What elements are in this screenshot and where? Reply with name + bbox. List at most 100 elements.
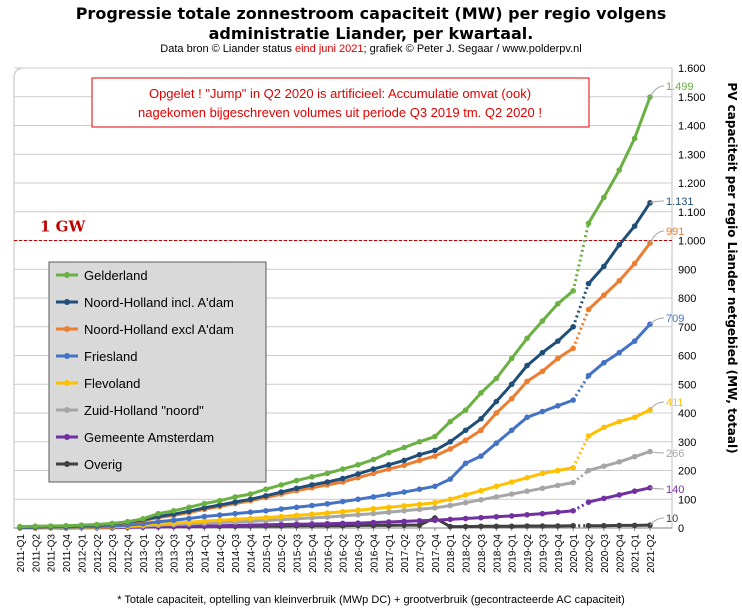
x-tick-label: 2014-Q2 — [216, 534, 227, 573]
data-point — [601, 359, 607, 366]
data-point — [416, 506, 423, 513]
data-point — [94, 521, 100, 528]
data-point — [263, 493, 269, 499]
series-end-label: 1.499 — [666, 81, 694, 93]
data-point — [140, 516, 146, 522]
y-tick-label: 100 — [678, 494, 696, 506]
x-tick-label: 2014-Q1 — [200, 534, 211, 573]
subtitle-date: eind juni 2021 — [294, 43, 364, 55]
annotation-box — [91, 77, 590, 128]
x-tick-label: 2012-Q2 — [93, 534, 104, 573]
data-point — [462, 437, 469, 444]
legend-swatch-marker — [64, 326, 70, 332]
data-point — [370, 510, 377, 517]
data-point — [339, 520, 346, 527]
data-point — [170, 517, 177, 524]
x-tick-label: 2017-Q3 — [416, 534, 427, 573]
series-end-label: 10 — [666, 513, 678, 525]
data-point — [401, 457, 407, 464]
x-tick-label: 2014-Q4 — [246, 534, 257, 573]
data-point — [539, 510, 546, 517]
legend-entry: Overig — [84, 457, 122, 472]
data-point — [570, 522, 576, 529]
legend-box — [48, 261, 267, 483]
data-point — [201, 513, 208, 520]
data-point — [601, 194, 607, 201]
data-point — [201, 518, 208, 524]
data-point — [462, 499, 469, 506]
data-point — [232, 516, 238, 523]
data-point — [524, 523, 530, 529]
data-point — [309, 474, 315, 480]
data-point — [385, 519, 392, 525]
y-tick-label: 500 — [678, 379, 696, 391]
data-point — [355, 520, 361, 526]
data-point — [278, 482, 285, 488]
data-point — [186, 504, 192, 511]
legend-swatch-marker — [64, 380, 70, 386]
data-point — [247, 509, 254, 515]
data-point — [524, 488, 530, 495]
data-point — [585, 522, 592, 529]
series-end-label: 1.131 — [666, 196, 694, 208]
data-point — [201, 505, 208, 511]
data-point — [216, 497, 223, 504]
data-point — [447, 496, 454, 503]
data-point — [508, 523, 515, 530]
data-point — [570, 288, 576, 294]
data-point — [309, 482, 315, 488]
x-tick-label: 2018-Q2 — [462, 534, 473, 573]
data-point — [585, 467, 592, 474]
data-point — [616, 277, 623, 284]
data-point — [370, 505, 377, 512]
data-point — [278, 521, 285, 528]
data-point — [616, 349, 623, 356]
data-point — [493, 494, 500, 500]
data-point — [493, 410, 500, 416]
end-label-leader — [649, 200, 665, 204]
data-point — [401, 507, 407, 514]
data-point — [631, 522, 638, 529]
x-tick-label: 2020-Q3 — [600, 534, 611, 573]
legend-swatch-marker — [64, 272, 70, 278]
chart-title-line2: administratie Liander, per kwartaal. — [208, 24, 534, 43]
data-point — [478, 453, 484, 459]
data-point — [278, 489, 285, 495]
y-tick-label: 1.200 — [678, 178, 706, 190]
data-point — [601, 263, 607, 270]
data-point — [385, 504, 392, 511]
data-point — [478, 497, 484, 503]
x-tick-label: 2015-Q3 — [293, 534, 304, 573]
x-tick-label: 2013-Q3 — [170, 534, 181, 573]
data-point — [539, 368, 546, 375]
end-label-leader — [649, 317, 665, 325]
data-point — [478, 390, 484, 396]
x-tick-label: 2021-Q2 — [646, 534, 657, 573]
data-point — [401, 503, 407, 509]
data-point — [416, 451, 423, 458]
x-tick-label: 2018-Q3 — [477, 534, 488, 573]
y-tick-label: 800 — [678, 293, 696, 305]
series-end-label: 140 — [666, 484, 684, 496]
data-point — [616, 459, 623, 465]
data-point — [616, 522, 623, 529]
data-point — [370, 519, 377, 526]
data-point — [585, 220, 592, 227]
data-point — [416, 457, 423, 464]
data-point — [432, 447, 438, 454]
data-point — [601, 424, 607, 431]
data-point — [416, 518, 423, 524]
x-tick-label: 2019-Q4 — [554, 534, 565, 573]
end-label-leader — [649, 85, 665, 98]
data-point — [232, 499, 238, 505]
data-point — [401, 518, 407, 525]
data-point — [478, 415, 484, 422]
data-point — [432, 499, 438, 506]
data-point — [293, 485, 300, 492]
x-tick-label: 2020-Q1 — [569, 534, 580, 573]
data-point — [339, 498, 346, 505]
data-point — [555, 523, 561, 529]
data-point — [493, 440, 500, 446]
data-point — [539, 470, 546, 477]
y-tick-label: 1.000 — [678, 236, 706, 248]
